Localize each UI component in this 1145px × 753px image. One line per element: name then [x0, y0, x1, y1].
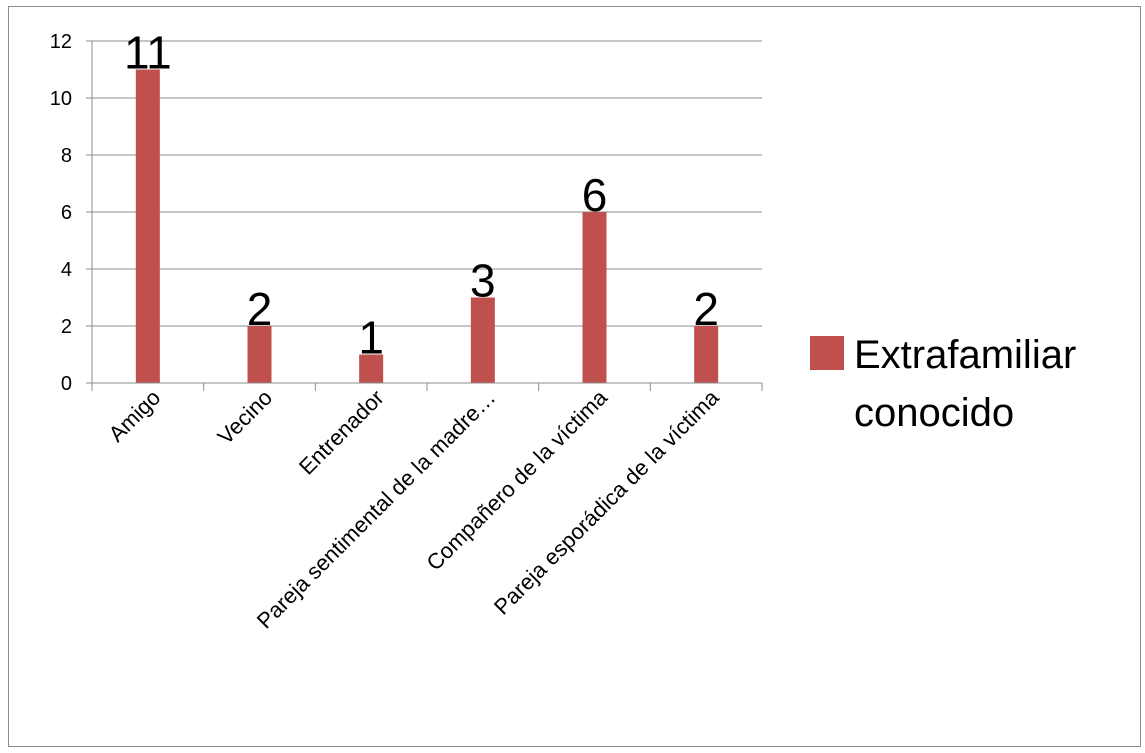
data-label: 2 — [247, 283, 273, 335]
y-tick-label: 6 — [61, 202, 72, 224]
y-tick-label: 10 — [50, 88, 72, 110]
data-label: 2 — [693, 283, 719, 335]
y-tick-label: 4 — [61, 259, 72, 281]
y-tick-label: 8 — [61, 145, 72, 167]
legend-label: conocido — [854, 391, 1014, 435]
data-label: 1 — [358, 312, 384, 364]
chart-frame — [8, 6, 1141, 747]
x-category-label: Entrenador — [294, 385, 389, 480]
legend-swatch — [810, 336, 844, 370]
y-tick-label: 12 — [50, 31, 72, 53]
y-tick-label: 2 — [61, 316, 72, 338]
legend-label: Extrafamiliar — [854, 333, 1076, 377]
data-label: 11 — [124, 27, 172, 79]
y-tick-label: 0 — [61, 373, 72, 395]
x-category-label: Vecino — [213, 385, 277, 449]
bar — [582, 212, 607, 383]
bar — [470, 297, 495, 383]
data-label: 6 — [582, 169, 608, 221]
bar — [359, 354, 384, 383]
x-category-label: Compañero de la víctima — [421, 384, 612, 575]
x-category-label: Pareja sentimental de la madre… — [252, 385, 501, 634]
data-label: 3 — [470, 255, 496, 307]
x-category-label: Pareja esporádica de la víctima — [489, 384, 724, 619]
bar — [247, 326, 272, 383]
bar — [694, 326, 719, 383]
x-category-label: Amigo — [104, 385, 166, 447]
bar — [135, 69, 160, 383]
